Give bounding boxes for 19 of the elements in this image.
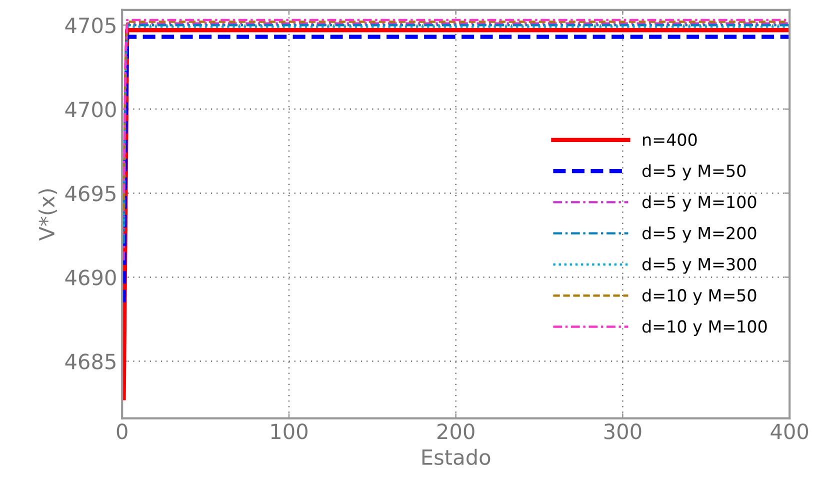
y-axis-title: V*(x) <box>38 189 58 241</box>
x-tick-label: 300 <box>604 424 642 440</box>
y-tick-label: 4700 <box>65 102 116 118</box>
x-tick-label: 100 <box>271 424 308 440</box>
x-tick-label: 400 <box>770 424 808 440</box>
y-tick-label: 4705 <box>65 18 116 34</box>
legend-label: d=5 y M=300 <box>642 258 756 274</box>
legend-label: d=5 y M=100 <box>642 195 756 212</box>
legend-label: d=5 y M=200 <box>642 226 756 243</box>
legend-label: d=10 y M=100 <box>642 320 767 336</box>
y-tick-label: 4695 <box>65 186 116 202</box>
y-tick-label: 4690 <box>65 270 116 286</box>
legend-label: d=10 y M=50 <box>642 288 756 305</box>
x-tick-label: 200 <box>437 424 474 440</box>
legend-label: d=5 y M=50 <box>642 164 746 180</box>
y-tick-label: 4685 <box>65 354 116 370</box>
legend-label: n=400 <box>643 133 697 146</box>
x-tick-label: 0 <box>116 424 128 440</box>
x-axis-title: Estado <box>422 448 490 466</box>
